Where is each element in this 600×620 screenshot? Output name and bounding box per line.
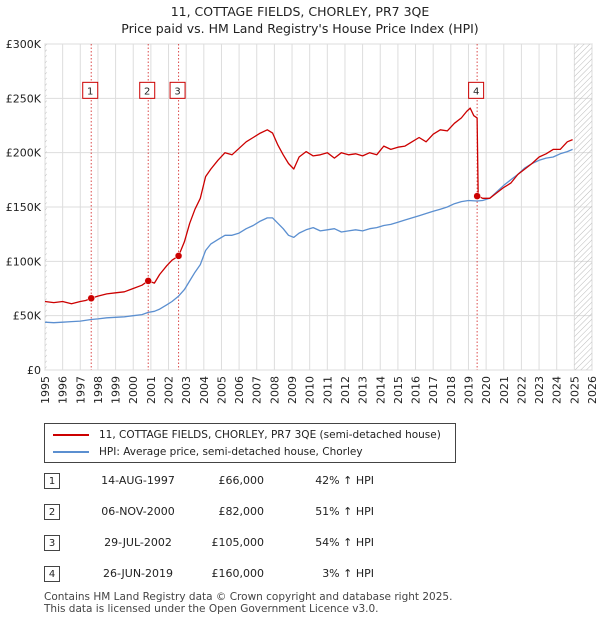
sale-price: £160,000 xyxy=(211,567,265,580)
x-tick-label: 2023 xyxy=(533,376,546,404)
y-tick-label: £0 xyxy=(27,364,41,377)
y-tick-label: £300K xyxy=(6,38,42,51)
footer-license: This data is licensed under the Open Gov… xyxy=(44,603,379,615)
x-tick-label: 2013 xyxy=(357,376,370,404)
sale-hpi-diff: 51% ↑ HPI xyxy=(315,505,374,518)
x-tick-label: 2014 xyxy=(374,376,387,404)
x-tick-label: 2026 xyxy=(586,376,599,404)
sale-row: 3 29-JUL-2002 £105,000 54% ↑ HPI xyxy=(44,535,464,553)
x-tick-label: 2003 xyxy=(180,376,193,404)
sale-label-text: 2 xyxy=(144,86,150,97)
sale-date: 26-JUN-2019 xyxy=(102,567,174,580)
x-tick-label: 2024 xyxy=(551,376,564,404)
sale-number-badge: 2 xyxy=(44,504,60,520)
chart-subtitle: Price paid vs. HM Land Registry's House … xyxy=(121,21,479,36)
sale-number-badge: 1 xyxy=(44,473,60,489)
x-tick-label: 2018 xyxy=(445,376,458,404)
x-tick-label: 2016 xyxy=(410,376,423,404)
sale-price: £82,000 xyxy=(218,505,265,518)
hatched-region xyxy=(574,44,592,370)
sale-label-box xyxy=(82,81,99,99)
sale-row: 2 06-NOV-2000 £82,000 51% ↑ HPI xyxy=(44,504,464,522)
x-tick-label: 2025 xyxy=(568,376,581,404)
x-tick-label: 2019 xyxy=(462,376,475,404)
sale-hpi-diff: 42% ↑ HPI xyxy=(315,474,374,487)
y-tick-label: £50K xyxy=(13,310,42,323)
sale-label-text: 3 xyxy=(174,86,180,97)
sale-label-box xyxy=(468,81,485,99)
x-tick-label: 2004 xyxy=(198,376,211,404)
sale-hpi-diff: 3% ↑ HPI xyxy=(322,567,374,580)
legend-swatch-hpi xyxy=(53,451,89,453)
chart-title: 11, COTTAGE FIELDS, CHORLEY, PR7 3QE xyxy=(170,4,430,19)
chart-legend: 11, COTTAGE FIELDS, CHORLEY, PR7 3QE (se… xyxy=(44,423,456,463)
sale-date: 29-JUL-2002 xyxy=(104,536,172,549)
sale-row: 1 14-AUG-1997 £66,000 42% ↑ HPI xyxy=(44,473,464,491)
price-chart: 1 2 3 4 £0 £50K £100K £150K £200K £250K £300K 199… xyxy=(6,38,599,404)
x-tick-label: 2017 xyxy=(427,376,440,404)
x-tick-label: 1995 xyxy=(39,376,52,404)
sale-point xyxy=(473,192,481,200)
x-tick-label: 2001 xyxy=(145,376,158,404)
legend-item-hpi: HPI: Average price, semi-detached house,… xyxy=(53,444,363,460)
legend-label-sales: 11, COTTAGE FIELDS, CHORLEY, PR7 3QE (se… xyxy=(99,429,441,441)
sale-price: £66,000 xyxy=(218,474,265,487)
x-tick-label: 2002 xyxy=(163,376,176,404)
x-tick-label: 2007 xyxy=(251,376,264,404)
x-tick-label: 1996 xyxy=(57,376,70,404)
x-tick-label: 1997 xyxy=(74,376,87,404)
legend-label-hpi: HPI: Average price, semi-detached house,… xyxy=(99,446,363,458)
sale-label-box xyxy=(139,81,156,99)
x-tick-label: 2000 xyxy=(127,376,140,404)
sale-label-text: 1 xyxy=(87,86,93,97)
y-tick-label: £100K xyxy=(6,255,42,268)
y-tick-label: £250K xyxy=(6,92,42,105)
x-tick-label: 2006 xyxy=(233,376,246,404)
x-tick-label: 2015 xyxy=(392,376,405,404)
x-tick-label: 1998 xyxy=(92,376,105,404)
x-tick-label: 2009 xyxy=(286,376,299,404)
sale-date: 14-AUG-1997 xyxy=(101,474,175,487)
sale-price: £105,000 xyxy=(211,536,265,549)
x-tick-label: 2005 xyxy=(215,376,228,404)
y-tick-label: £200K xyxy=(6,147,42,160)
sale-hpi-diff: 54% ↑ HPI xyxy=(315,536,374,549)
legend-item-sales: 11, COTTAGE FIELDS, CHORLEY, PR7 3QE (se… xyxy=(53,427,441,443)
sale-point xyxy=(174,252,183,260)
footer-copyright: Contains HM Land Registry data © Crown c… xyxy=(44,591,453,603)
x-tick-label: 2021 xyxy=(498,376,511,404)
x-tick-label: 1999 xyxy=(110,376,123,404)
footer: Contains HM Land Registry data © Crown c… xyxy=(44,591,452,615)
legend-swatch-sales xyxy=(53,434,89,436)
sale-point xyxy=(87,294,95,303)
sale-point xyxy=(144,277,152,285)
sale-label-box xyxy=(169,81,186,99)
x-tick-label: 2010 xyxy=(304,376,317,404)
x-tick-label: 2012 xyxy=(339,376,352,404)
sale-row: 4 26-JUN-2019 £160,000 3% ↑ HPI xyxy=(44,566,464,584)
x-tick-label: 2022 xyxy=(515,376,528,404)
series-line-hpi xyxy=(44,148,573,324)
x-tick-label: 2008 xyxy=(268,376,281,404)
x-tick-label: 2011 xyxy=(321,376,334,404)
sale-number-badge: 4 xyxy=(44,566,60,582)
y-tick-label: £150K xyxy=(6,201,42,214)
sale-number-badge: 3 xyxy=(44,535,60,551)
sale-label-text: 4 xyxy=(473,86,479,97)
sale-date: 06-NOV-2000 xyxy=(101,505,175,518)
x-tick-label: 2020 xyxy=(480,376,493,404)
hatched-region xyxy=(45,44,47,370)
